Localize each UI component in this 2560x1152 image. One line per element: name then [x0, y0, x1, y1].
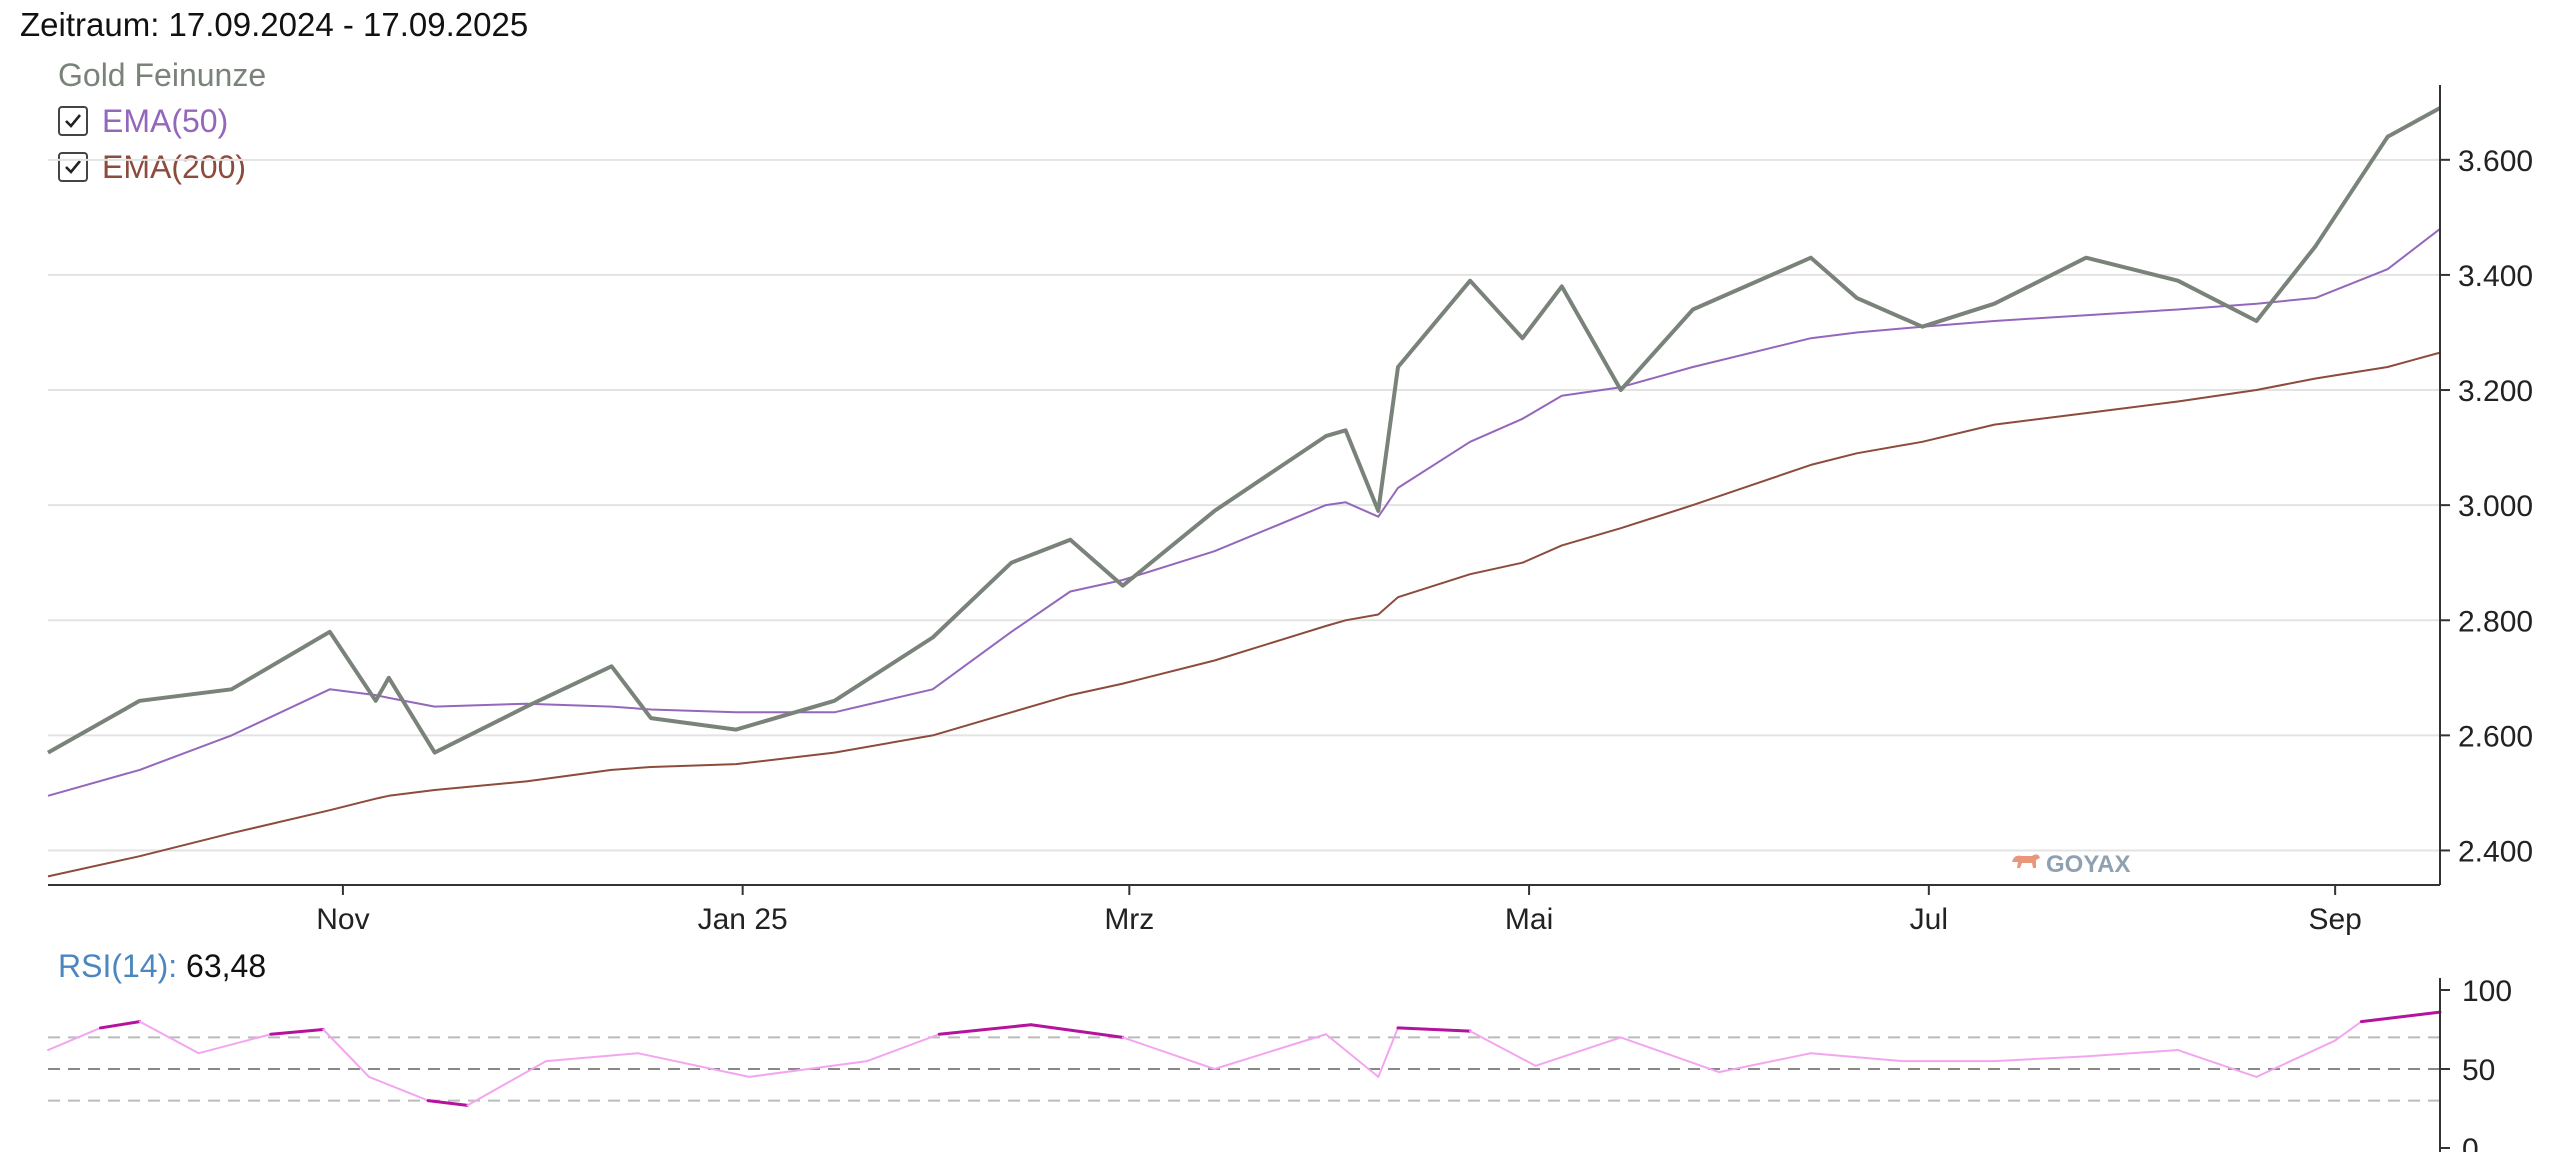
legend-ema50-label: EMA(50) — [102, 103, 229, 139]
checkmark-icon — [65, 114, 82, 128]
ema50-checkbox[interactable] — [58, 106, 88, 136]
legend-ema50-entry[interactable]: EMA(50) — [58, 98, 266, 144]
rsi-segment — [1469, 1030, 1537, 1067]
legend-price-label: Gold Feinunze — [58, 57, 267, 93]
price-x-tick-label: Mai — [1505, 903, 1553, 936]
legend-ema200-entry[interactable]: EMA(200) — [58, 144, 266, 190]
rsi-segment — [1718, 1052, 1812, 1074]
rsi-segment — [636, 1052, 751, 1078]
rsi-segment — [2255, 1039, 2337, 1078]
price-series-lines — [47, 106, 2441, 878]
rsi-y-tick-label: 0 — [2462, 1133, 2479, 1152]
rsi-y-tick-label: 100 — [2462, 975, 2512, 1008]
rsi-segment — [1324, 1033, 1380, 1078]
rsi-segment — [197, 1033, 272, 1055]
watermark-text: GOYAX — [2046, 851, 2130, 878]
price-x-tick-label: Nov — [316, 903, 369, 936]
ema200-line — [47, 351, 2441, 878]
price-y-tick-labels: 2.400 2.600 2.800 3.000 3.200 3.400 3.600 — [2440, 145, 2533, 868]
rsi-segment — [1029, 1023, 1125, 1039]
price-y-tick-label: 2.400 — [2458, 835, 2533, 868]
rsi-segment — [2176, 1049, 2258, 1078]
rsi-segment — [545, 1052, 639, 1063]
rsi-y-tick-label: 50 — [2462, 1054, 2495, 1087]
rsi-axes — [2439, 978, 2441, 1152]
rsi-segment — [1396, 1026, 1472, 1033]
rsi-segment — [322, 1028, 371, 1078]
rsi-segment — [98, 1020, 142, 1030]
price-y-tick-label: 3.400 — [2458, 260, 2533, 293]
chart-legend: Gold Feinunze EMA(50) EMA(200) — [58, 52, 266, 190]
rsi-segment — [1993, 1055, 2088, 1063]
rsi-segment — [2359, 1010, 2442, 1024]
price-x-tick-label: Jul — [1910, 903, 1948, 936]
rsi-segment — [368, 1075, 430, 1102]
rsi-name: RSI(14): — [58, 948, 178, 984]
checkmark-icon — [65, 160, 82, 174]
price-x-tick-labels: Nov Jan 25 Mrz Mai Jul Sep — [316, 885, 2362, 936]
rsi-segment — [2085, 1049, 2179, 1058]
rsi-segment — [1809, 1052, 1904, 1063]
price-y-tick-label: 3.000 — [2458, 490, 2533, 523]
rsi-segment — [426, 1099, 469, 1107]
price-x-tick-label: Mrz — [1104, 903, 1154, 936]
rsi-segment — [748, 1060, 869, 1078]
price-line — [47, 106, 2441, 755]
rsi-segment — [866, 1033, 941, 1063]
price-y-tick-label: 3.200 — [2458, 375, 2533, 408]
ema200-checkbox[interactable] — [58, 152, 88, 182]
price-y-tick-label: 2.600 — [2458, 720, 2533, 753]
price-y-tick-label: 3.600 — [2458, 145, 2533, 178]
rsi-segment — [269, 1028, 325, 1036]
rsi-segment — [47, 1026, 102, 1052]
rsi-segment — [1213, 1033, 1327, 1070]
rsi-y-tick-labels: 0 50 100 — [2440, 975, 2512, 1152]
date-range-title: Zeitraum: 17.09.2024 - 17.09.2025 — [20, 6, 529, 43]
rsi-segment — [1121, 1036, 1216, 1070]
price-x-tick-label: Jan 25 — [698, 903, 788, 936]
rsi-segment — [2334, 1020, 2363, 1042]
rsi-segment — [937, 1023, 1033, 1036]
ema50-line — [47, 228, 2441, 797]
price-y-tick-label: 2.800 — [2458, 605, 2533, 638]
price-x-tick-label: Sep — [2308, 903, 2361, 936]
rsi-indicator-label: RSI(14): 63,48 — [58, 948, 266, 985]
rsi-line — [47, 1010, 2442, 1107]
rsi-segment — [466, 1060, 548, 1107]
goyax-watermark: GOYAX — [2012, 851, 2130, 878]
bull-logo-icon — [2012, 854, 2040, 868]
price-axes — [48, 85, 2441, 886]
legend-ema200-label: EMA(200) — [102, 149, 247, 185]
price-gridlines — [48, 158, 2440, 852]
rsi-segment — [1534, 1036, 1622, 1067]
rsi-segment — [1377, 1026, 1400, 1078]
rsi-value: 63,48 — [186, 948, 267, 984]
rsi-segment — [1619, 1036, 1721, 1074]
legend-price-entry: Gold Feinunze — [58, 52, 266, 98]
rsi-segment — [138, 1020, 200, 1055]
